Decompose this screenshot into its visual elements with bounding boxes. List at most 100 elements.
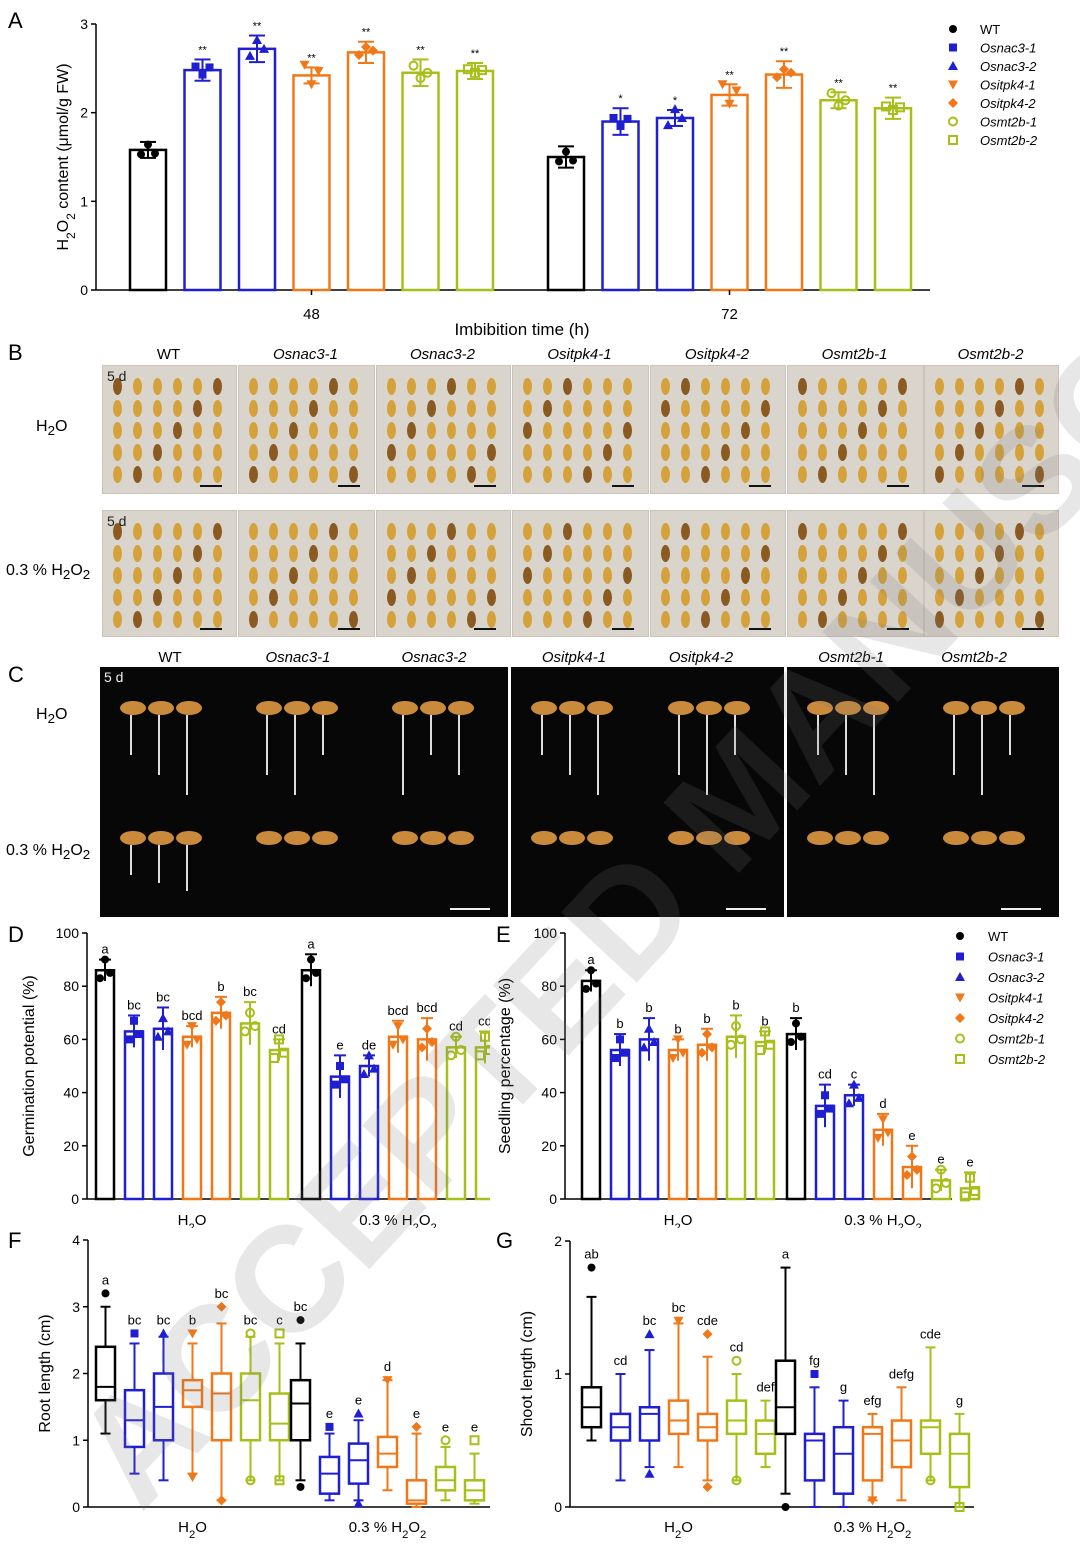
column-header: Osnac3-1 <box>272 346 339 363</box>
x-tick-label: H2O <box>178 1519 207 1541</box>
scale-bar <box>338 485 360 487</box>
column-header: Ositpk4-2 <box>668 649 734 666</box>
significance-letter: e <box>336 1037 343 1052</box>
bar <box>873 106 913 292</box>
data-point <box>456 1045 466 1056</box>
data-point <box>649 1037 659 1047</box>
data-point <box>307 955 315 964</box>
data-point <box>949 25 957 33</box>
data-point <box>388 1040 398 1050</box>
row-label: 0.3 % H2O2 <box>6 842 91 863</box>
significance-letter: a <box>307 936 315 951</box>
scale-bar <box>749 628 771 630</box>
data-point <box>187 1022 197 1032</box>
data-point <box>101 1289 110 1298</box>
data-point <box>359 1068 369 1078</box>
y-tick-label: 0 <box>72 1499 80 1515</box>
significance-letter: e <box>937 1152 944 1167</box>
box <box>638 1406 661 1442</box>
bar <box>609 1048 631 1201</box>
data-point <box>480 1031 490 1042</box>
significance-letter: bc <box>243 984 257 999</box>
data-point <box>187 1472 198 1482</box>
data-point <box>955 1033 965 1044</box>
y-tick-label: 1 <box>80 193 88 209</box>
box <box>123 1388 146 1449</box>
column-header: Ositpk4-1 <box>541 649 607 666</box>
seed-photo <box>787 365 924 494</box>
data-point <box>562 147 570 156</box>
box <box>376 1435 399 1469</box>
significance-letter: cde <box>697 1313 718 1328</box>
data-point <box>644 1023 654 1033</box>
data-point <box>274 1034 284 1045</box>
data-point <box>867 1496 878 1506</box>
significance-mark: ** <box>780 46 789 58</box>
y-tick-label: 1 <box>554 1366 562 1382</box>
significance-letter: b <box>761 1013 768 1028</box>
significance-letter: e <box>471 1419 478 1434</box>
seedling-percentage-chart: 0 20 40 60 80 100 Seedling percentage (%) a b b b b… <box>497 925 1046 1228</box>
box <box>948 1432 971 1489</box>
data-point <box>569 156 577 165</box>
significance-letter: a <box>587 952 595 967</box>
bar <box>387 1035 409 1201</box>
data-point <box>668 1054 678 1064</box>
data-point <box>427 1037 437 1048</box>
column-header: Osnac3-2 <box>401 649 467 666</box>
box <box>803 1432 826 1482</box>
bar <box>268 1048 290 1201</box>
legend-entry: Osnac3-1 <box>988 950 1044 965</box>
box <box>667 1399 690 1436</box>
scale-bar <box>1001 908 1041 910</box>
box <box>94 1345 117 1402</box>
significance-letter: a <box>102 1272 110 1287</box>
scale-bar <box>612 628 634 630</box>
seed-photo: 5 d <box>102 510 237 637</box>
data-point <box>697 1047 707 1058</box>
data-point <box>895 102 905 113</box>
data-point <box>187 1329 198 1339</box>
x-tick-label: 0.3 % H2O2 <box>359 1212 437 1228</box>
data-point <box>144 140 152 149</box>
data-point <box>873 1133 883 1143</box>
data-point <box>96 974 104 983</box>
data-point <box>192 1035 202 1045</box>
data-point <box>353 1498 364 1508</box>
data-point <box>408 60 419 71</box>
data-point <box>644 1329 655 1339</box>
column-header: Osmt2b-2 <box>957 346 1024 363</box>
y-axis-label: Seedling percentage (%) <box>497 978 514 1154</box>
y-axis-label: H2O2 content (μmol/g FW) <box>55 63 78 250</box>
data-point <box>587 966 595 975</box>
y-axis-label: Root length (cm) <box>37 1314 54 1432</box>
data-point <box>485 1045 490 1056</box>
data-point <box>216 997 226 1008</box>
significance-letter: efg <box>863 1393 881 1408</box>
data-point <box>151 149 159 158</box>
significance-letter: cd <box>818 1067 832 1082</box>
data-point <box>948 116 958 127</box>
legend-entry: WT <box>980 22 1000 37</box>
bar <box>754 1040 776 1201</box>
y-tick-label: 2 <box>554 1233 562 1249</box>
bar <box>843 1094 865 1201</box>
data-point <box>368 45 378 56</box>
seedling-photo: 5 d <box>100 667 508 917</box>
significance-mark: ** <box>198 44 207 56</box>
data-point <box>670 104 680 114</box>
bar <box>819 99 858 292</box>
data-point <box>731 1355 742 1366</box>
legend-entry: Ositpk4-2 <box>980 96 1036 111</box>
data-point <box>970 1186 980 1197</box>
y-tick-label: 100 <box>534 925 558 941</box>
data-point <box>678 1048 688 1058</box>
significance-letter: bc <box>294 1299 308 1314</box>
data-point <box>786 67 796 78</box>
data-point <box>677 112 687 122</box>
data-point <box>731 1475 742 1486</box>
bar <box>455 69 495 292</box>
scale-bar <box>749 485 771 487</box>
row-label: H2O <box>36 706 68 727</box>
box <box>289 1378 312 1442</box>
